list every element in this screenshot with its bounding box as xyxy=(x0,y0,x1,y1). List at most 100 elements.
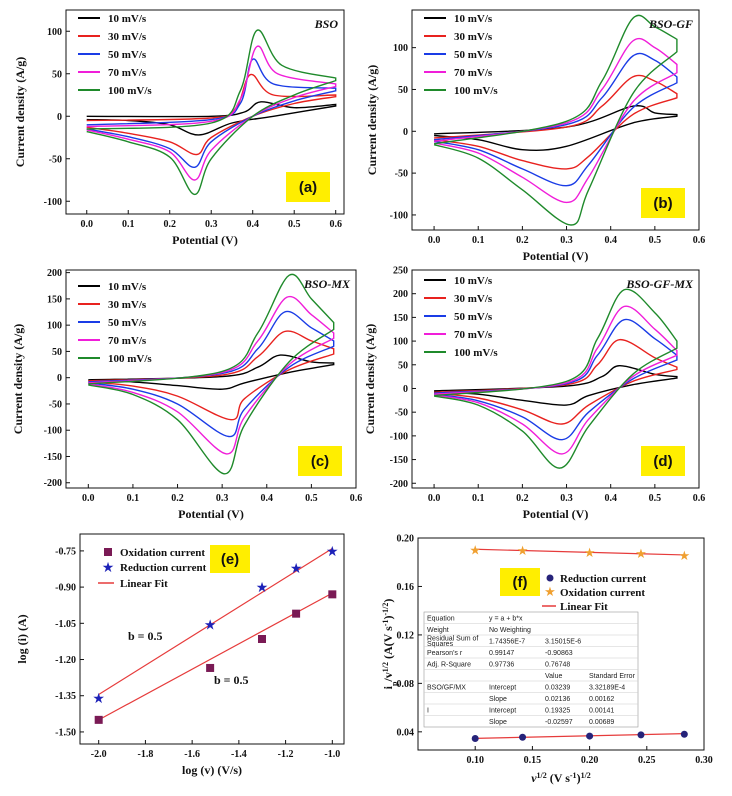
legend-swatch: ★ xyxy=(102,561,115,576)
cv-curve-100mvs xyxy=(86,29,337,196)
y-tick-label: -50 xyxy=(395,408,408,419)
oxidation-point: ★ xyxy=(584,545,596,560)
cv-curve-70mvs xyxy=(86,45,337,181)
y-axis-label: Current density (A/g) xyxy=(365,65,379,175)
y-tick-label: -100 xyxy=(44,197,62,208)
fit-line xyxy=(475,548,685,556)
slope-annotation: b = 0.5 xyxy=(214,673,249,687)
legend-label: 100 mV/s xyxy=(108,85,152,97)
panel-d: 0.0 0.1 0.2 0.3 0.4 0.5 0.6 -200 -150 -100 -50 0 50 1… xyxy=(363,266,705,522)
table-cell: 3.15015E-6 xyxy=(545,639,581,646)
panel-title: BSO-GF-MX xyxy=(625,277,694,291)
cv-curve-50mvs xyxy=(433,52,678,187)
legend-label: Oxidation current xyxy=(120,547,205,559)
x-tick-label: -1.6 xyxy=(184,749,200,760)
y-tick-label: 100 xyxy=(47,321,62,332)
panel-badge-bg xyxy=(641,188,685,218)
table-cell: Standard Error xyxy=(589,673,636,680)
oxidation-point: ★ xyxy=(469,543,481,558)
panel-badge-bg xyxy=(500,568,540,596)
x-tick-label: 0.2 xyxy=(163,219,176,230)
cv-curve-50mvs xyxy=(86,58,337,168)
y-tick-label: 50 xyxy=(398,360,408,371)
x-tick-label: 0.0 xyxy=(428,235,441,246)
x-axis-label: log (v) (V/s) xyxy=(182,763,242,777)
panel-badge: (c) xyxy=(311,453,329,470)
x-tick-label: 0.3 xyxy=(205,219,218,230)
legend-label: 100 mV/s xyxy=(454,347,498,359)
y-axis-label: Current density (A/g) xyxy=(11,324,25,434)
cv-curve-70mvs xyxy=(433,37,678,204)
legend-label: 70 mV/s xyxy=(108,67,147,79)
plot-frame xyxy=(417,537,705,751)
x-tick-label: 0.6 xyxy=(350,493,363,504)
y-tick-label: 50 xyxy=(398,85,408,96)
y-tick-label: -0.90 xyxy=(55,583,76,594)
table-cell: 0.76748 xyxy=(545,662,570,669)
slope-annotation: b = 0.5 xyxy=(128,629,163,643)
table-cell: Slope xyxy=(489,696,507,703)
x-tick-label: 0.25 xyxy=(638,755,656,766)
panel-title: BSO-GF xyxy=(648,17,693,31)
reduction-point: ★ xyxy=(204,619,217,634)
cv-curve-100mvs xyxy=(433,14,678,226)
y-tick-label: -150 xyxy=(390,455,408,466)
panel-e: -2.0 -1.8 -1.6 -1.4 -1.2 -1.0 -1.50 -1.35 -1.20 -… xyxy=(15,533,345,777)
x-tick-label: 0.6 xyxy=(693,493,706,504)
reduction-point: ★ xyxy=(92,692,105,707)
panel-badge-bg xyxy=(286,172,330,202)
y-axis-label: log (i) (A) xyxy=(15,614,29,663)
table-cell: 0.00162 xyxy=(589,696,614,703)
x-axis-label: Potential (V) xyxy=(172,233,238,247)
table-cell: -0.90863 xyxy=(545,650,573,657)
legend-label: 70 mV/s xyxy=(108,335,147,347)
table-cell: 0.97736 xyxy=(489,662,514,669)
table-cell: Weight xyxy=(427,627,449,634)
cv-curve-100mvs xyxy=(88,273,335,475)
legend-label: 50 mV/s xyxy=(108,317,147,329)
legend-label: 10 mV/s xyxy=(454,13,493,25)
y-tick-label: 50 xyxy=(52,347,62,358)
y-tick-label: 0 xyxy=(403,127,408,138)
x-tick-label: 0.30 xyxy=(695,755,713,766)
legend-label: 50 mV/s xyxy=(454,49,493,61)
y-tick-label: 0.12 xyxy=(397,630,415,641)
y-tick-label: -200 xyxy=(390,479,408,490)
table-cell: I xyxy=(427,708,429,715)
panel-badge: (d) xyxy=(653,453,672,470)
panel-a: 0.0 0.1 0.2 0.3 0.4 0.5 0.6 -100 -50 0 50 100 10 mV/… xyxy=(13,9,345,247)
panel-badge: (a) xyxy=(299,179,317,196)
y-tick-label: -100 xyxy=(44,426,62,437)
panel-badge: (e) xyxy=(221,551,239,568)
cv-curve-30mvs xyxy=(433,74,678,170)
x-tick-label: 0.1 xyxy=(127,493,140,504)
y-tick-label: 0 xyxy=(57,373,62,384)
panel-badge-bg xyxy=(298,446,342,476)
table-cell: Intercept xyxy=(489,685,516,692)
oxidation-point xyxy=(94,715,103,724)
table-cell: Intercept xyxy=(489,708,516,715)
cv-curve-10mvs xyxy=(434,364,678,406)
reduction-point xyxy=(680,730,688,738)
x-tick-label: -1.8 xyxy=(137,749,153,760)
table-cell: 3.32189E-4 xyxy=(589,685,625,692)
table-cell: Adj. R-Square xyxy=(427,662,471,669)
fit-line xyxy=(475,733,685,739)
panel-badge-bg xyxy=(210,545,250,573)
legend-label: 50 mV/s xyxy=(454,311,493,323)
x-tick-label: 0.3 xyxy=(216,493,229,504)
y-tick-label: 0.20 xyxy=(397,534,415,545)
y-axis-label: Current density (A/g) xyxy=(13,57,27,167)
y-axis-label: ip/v1/2 (A(V s-1)-1/2) xyxy=(381,599,399,690)
y-tick-label: -50 xyxy=(395,169,408,180)
x-tick-label: -1.0 xyxy=(324,749,340,760)
table-cell: 1.74356E-7 xyxy=(489,639,525,646)
legend-label: Reduction current xyxy=(560,573,647,585)
table-cell: No Weighting xyxy=(489,627,531,634)
y-tick-label: 200 xyxy=(393,289,408,300)
x-tick-label: 0.15 xyxy=(524,755,542,766)
reduction-point: ★ xyxy=(326,545,339,560)
y-tick-label: -0.75 xyxy=(55,546,76,557)
y-tick-label: 0 xyxy=(57,112,62,123)
